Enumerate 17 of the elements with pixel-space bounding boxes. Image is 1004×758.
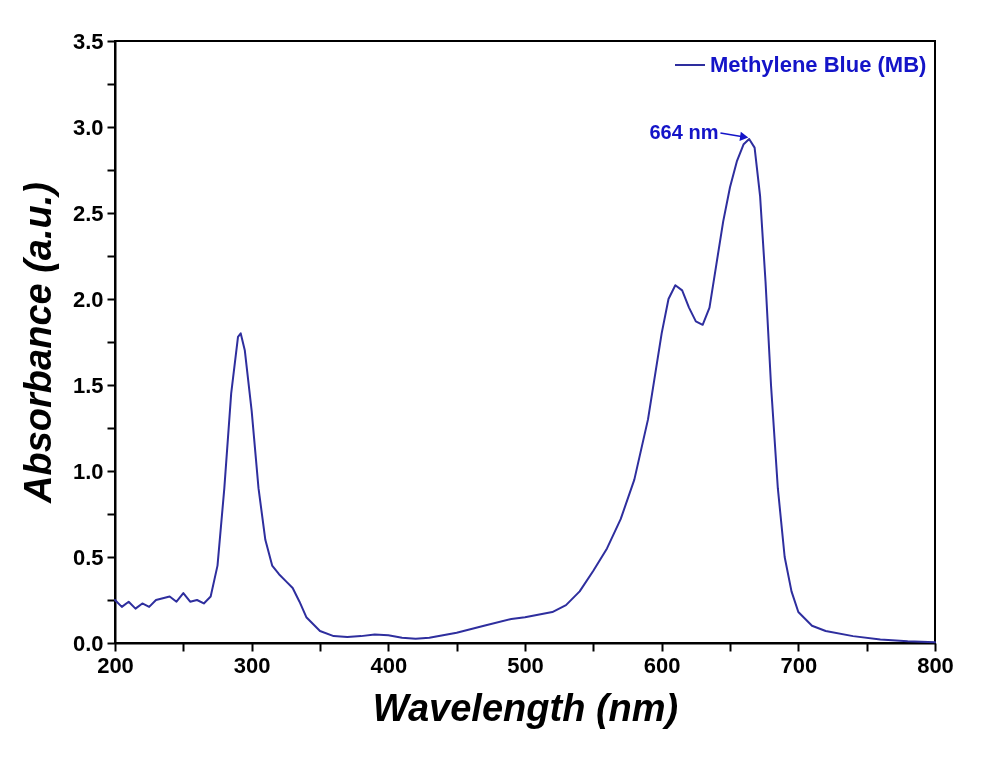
annotation: 664 nm <box>649 121 719 144</box>
y-tick-label: 0.5 <box>72 544 104 570</box>
legend-label: Methylene Blue (MB) <box>710 52 927 77</box>
x-tick-label: 300 <box>233 652 271 678</box>
x-tick-label: 400 <box>370 652 408 678</box>
y-tick-label: 2.5 <box>72 200 104 226</box>
y-tick-label: 1.0 <box>72 458 104 484</box>
x-tick-label: 700 <box>780 652 818 678</box>
x-axis-title: Wavelength (nm) <box>372 686 679 729</box>
y-tick-label: 3.5 <box>72 28 104 54</box>
x-tick-label: 600 <box>643 652 681 678</box>
x-tick-label: 800 <box>917 652 954 678</box>
y-tick-label: 3.0 <box>72 114 104 140</box>
x-tick-label: 500 <box>507 652 544 678</box>
y-axis-title: Absorbance (a.u.) <box>16 182 59 504</box>
y-tick-label: 1.5 <box>72 372 104 398</box>
y-tick-label: 2.0 <box>72 286 104 312</box>
